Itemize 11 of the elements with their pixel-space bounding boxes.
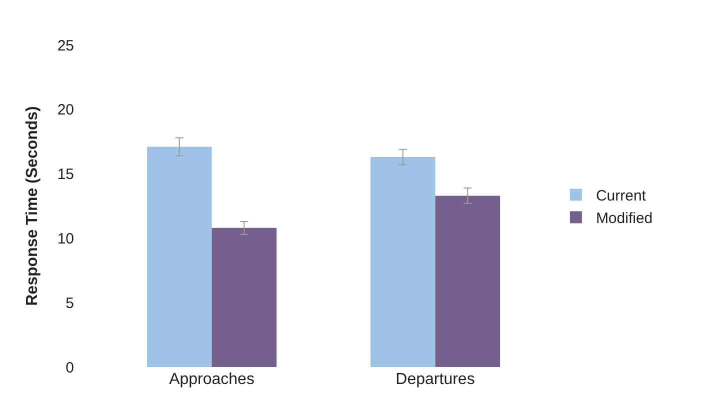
y-tick-label: 15 — [57, 166, 74, 184]
x-tick-label: Approaches — [169, 371, 254, 388]
y-tick-label: 5 — [66, 294, 74, 312]
y-tick-label: 20 — [57, 102, 74, 119]
y-axis-title: Response Time (Seconds) — [24, 106, 42, 306]
legend-label: Current — [596, 188, 647, 205]
y-tick-label: 25 — [57, 37, 74, 54]
y-tick-label: 0 — [66, 359, 74, 376]
legend-label: Modified — [596, 210, 653, 228]
x-tick-label: Departures — [396, 371, 475, 388]
y-tick-label: 10 — [57, 230, 74, 248]
